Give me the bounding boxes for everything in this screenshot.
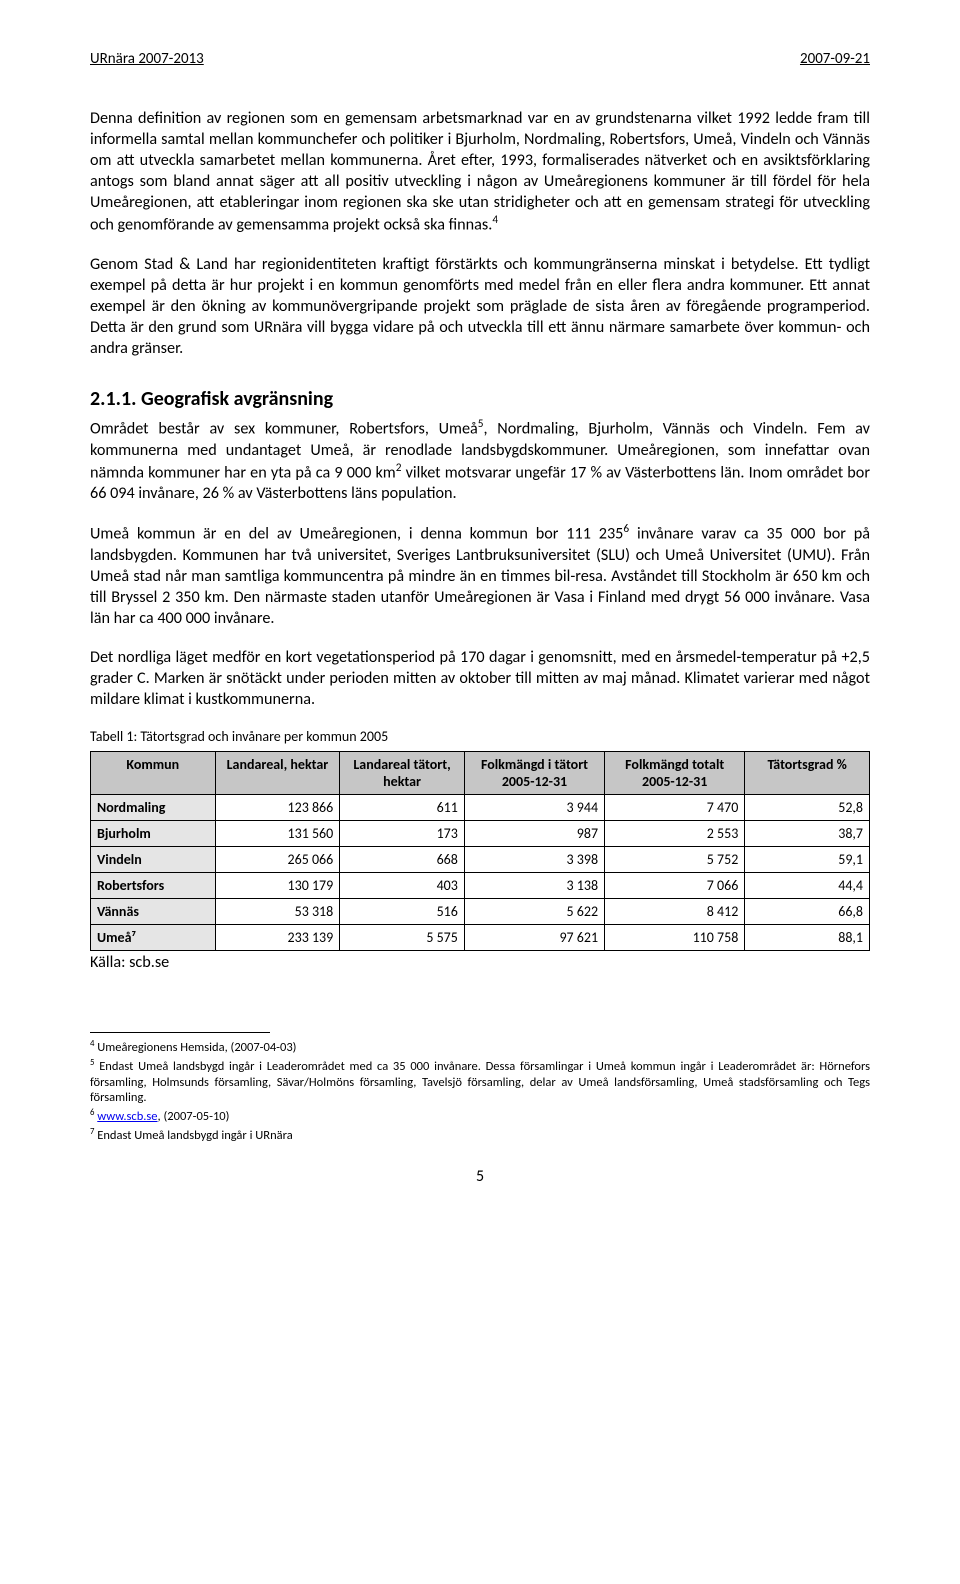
footnote-6-link[interactable]: www.scb.se <box>97 1109 157 1124</box>
table-cell: 5 752 <box>605 847 745 873</box>
table-cell: 59,1 <box>745 847 870 873</box>
table-cell: 53 318 <box>215 899 340 925</box>
table-header-cell: Folkmängd totalt 2005-12-31 <box>605 752 745 795</box>
table-cell: 2 553 <box>605 821 745 847</box>
table-cell: 5 622 <box>464 899 604 925</box>
table-row-label: Umeå⁷ <box>91 925 216 951</box>
footnote-4: 4 Umeåregionens Hemsida, (2007-04-03) <box>90 1039 870 1056</box>
table-row: Vännäs53 3185165 6228 41266,8 <box>91 899 870 925</box>
table-cell: 131 560 <box>215 821 340 847</box>
footnote-ref-4: 4 <box>492 213 498 227</box>
table-cell: 668 <box>340 847 465 873</box>
table-row: Umeå⁷233 1395 57597 621110 75888,1 <box>91 925 870 951</box>
table-header-cell: Tätortsgrad % <box>745 752 870 795</box>
table-cell: 97 621 <box>464 925 604 951</box>
p1-text: Denna definition av regionen som en geme… <box>90 109 870 235</box>
table-head: KommunLandareal, hektarLandareal tätort,… <box>91 752 870 795</box>
page-number: 5 <box>90 1167 870 1186</box>
table-row-label: Nordmaling <box>91 795 216 821</box>
table-cell: 110 758 <box>605 925 745 951</box>
table-row-label: Bjurholm <box>91 821 216 847</box>
table-cell: 52,8 <box>745 795 870 821</box>
page: URnära 2007-2013 2007-09-21 Denna defini… <box>0 0 960 1584</box>
header-left: URnära 2007-2013 <box>90 50 204 68</box>
data-table: KommunLandareal, hektarLandareal tätort,… <box>90 751 870 951</box>
table-cell: 3 398 <box>464 847 604 873</box>
section-heading: 2.1.1. Geografisk avgränsning <box>90 387 870 411</box>
table-caption: Tabell 1: Tätortsgrad och invånare per k… <box>90 728 870 745</box>
table-cell: 611 <box>340 795 465 821</box>
paragraph-2: Genom Stad & Land har regionidentiteten … <box>90 254 870 359</box>
table-cell: 403 <box>340 873 465 899</box>
table-cell: 173 <box>340 821 465 847</box>
table-body: Nordmaling123 8666113 9447 47052,8Bjurho… <box>91 795 870 951</box>
table-cell: 5 575 <box>340 925 465 951</box>
table-cell: 123 866 <box>215 795 340 821</box>
table-header-cell: Folkmängd i tätort 2005-12-31 <box>464 752 604 795</box>
table-cell: 8 412 <box>605 899 745 925</box>
p4-a: Umeå kommun är en del av Umeåregionen, i… <box>90 525 623 544</box>
table-row: Bjurholm131 5601739872 55338,7 <box>91 821 870 847</box>
table-cell: 44,4 <box>745 873 870 899</box>
paragraph-1: Denna definition av regionen som en geme… <box>90 108 870 236</box>
table-header-cell: Landareal tätort, hektar <box>340 752 465 795</box>
table-cell: 265 066 <box>215 847 340 873</box>
table-cell: 66,8 <box>745 899 870 925</box>
page-header: URnära 2007-2013 2007-09-21 <box>90 50 870 68</box>
table-header-cell: Kommun <box>91 752 216 795</box>
table-header-cell: Landareal, hektar <box>215 752 340 795</box>
footnotes: 4 Umeåregionens Hemsida, (2007-04-03) 5 … <box>90 1032 870 1143</box>
p3-a: Området består av sex kommuner, Robertsf… <box>90 419 478 438</box>
table-cell: 7 470 <box>605 795 745 821</box>
paragraph-5: Det nordliga läget medför en kort vegeta… <box>90 647 870 710</box>
table-cell: 130 179 <box>215 873 340 899</box>
table-cell: 987 <box>464 821 604 847</box>
paragraph-4: Umeå kommun är en del av Umeåregionen, i… <box>90 522 870 629</box>
footnote-5: 5 Endast Umeå landsbygd ingår i Leaderom… <box>90 1058 870 1106</box>
table-row-label: Robertsfors <box>91 873 216 899</box>
footnote-6: 6 www.scb.se, (2007-05-10) <box>90 1108 870 1125</box>
table-cell: 38,7 <box>745 821 870 847</box>
footnote-separator <box>90 1032 270 1033</box>
paragraph-3: Området består av sex kommuner, Robertsf… <box>90 417 870 504</box>
table-cell: 7 066 <box>605 873 745 899</box>
footnote-7: 7 Endast Umeå landsbygd ingår i URnära <box>90 1127 870 1144</box>
table-row-label: Vindeln <box>91 847 216 873</box>
table-cell: 233 139 <box>215 925 340 951</box>
table-row: Nordmaling123 8666113 9447 47052,8 <box>91 795 870 821</box>
table-cell: 3 944 <box>464 795 604 821</box>
table-source: Källa: scb.se <box>90 953 870 972</box>
table-row-label: Vännäs <box>91 899 216 925</box>
table-row: Vindeln265 0666683 3985 75259,1 <box>91 847 870 873</box>
header-right: 2007-09-21 <box>800 50 870 68</box>
table-cell: 3 138 <box>464 873 604 899</box>
table-row: Robertsfors130 1794033 1387 06644,4 <box>91 873 870 899</box>
table-cell: 516 <box>340 899 465 925</box>
table-cell: 88,1 <box>745 925 870 951</box>
